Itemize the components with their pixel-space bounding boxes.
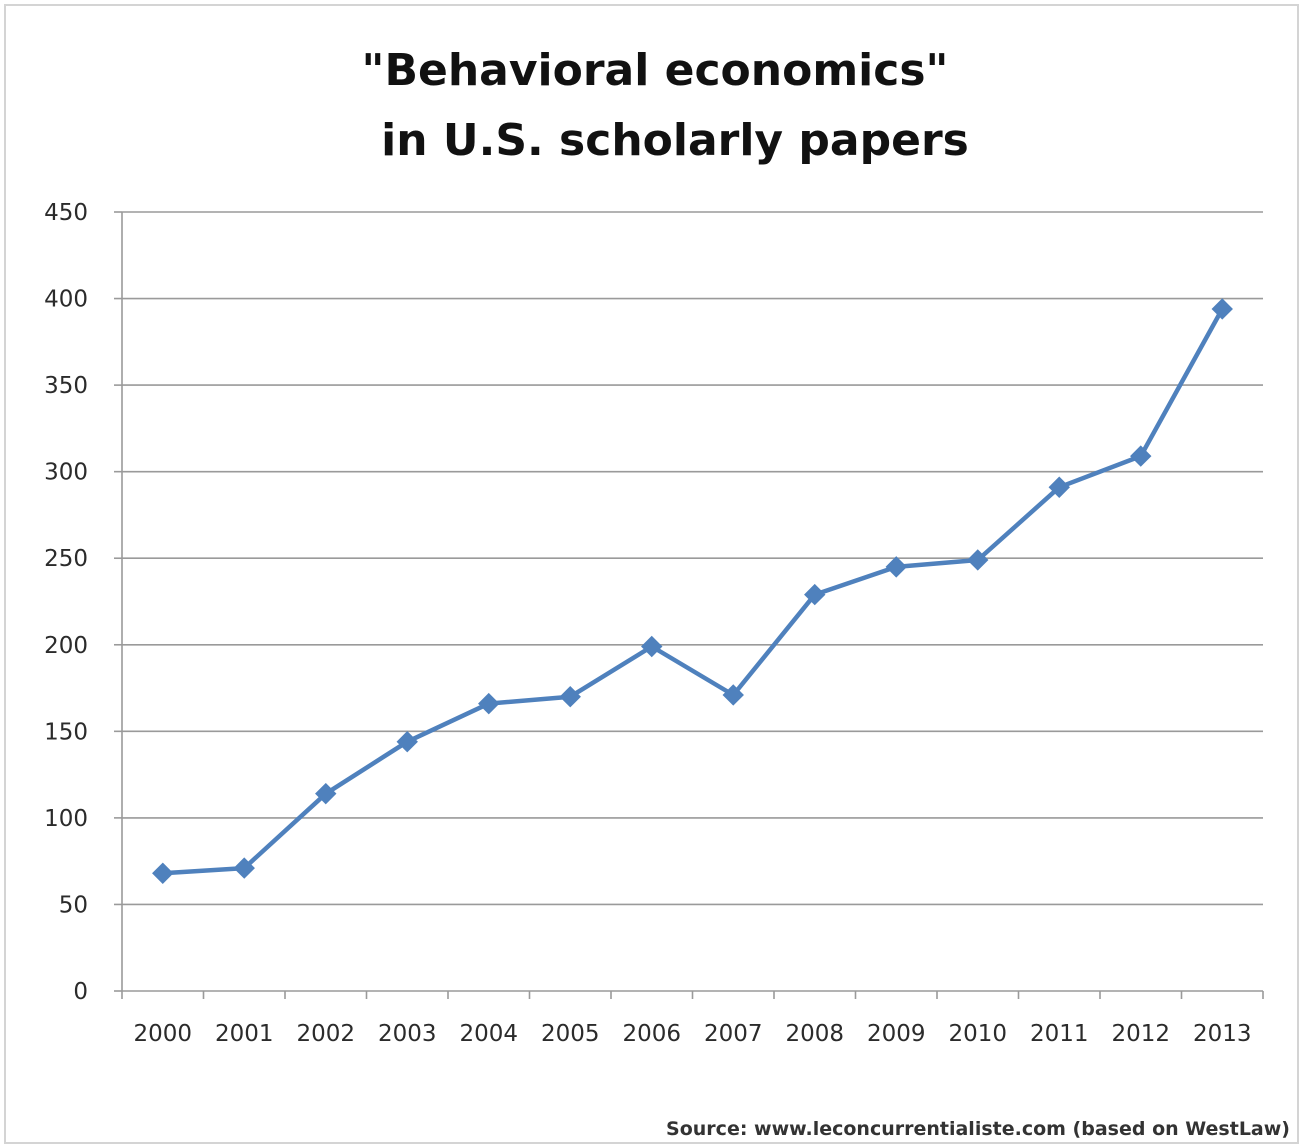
x-tick-label-2001: 2001 [215, 1021, 274, 1047]
x-tick-label-2009: 2009 [867, 1021, 926, 1047]
y-tick-label-250: 250 [44, 546, 88, 572]
series-line [160, 306, 1225, 876]
x-tick-label-2003: 2003 [378, 1021, 437, 1047]
data-point-2006 [641, 635, 663, 658]
data-point-2010 [967, 549, 989, 571]
y-tick-label-200: 200 [44, 633, 88, 659]
data-point-2012 [1130, 445, 1152, 467]
chart-title: "Behavioral economics" [362, 45, 949, 96]
x-tick-label-2000: 2000 [133, 1021, 192, 1047]
y-tick-label-0: 0 [73, 979, 88, 1005]
data-point-2003 [396, 731, 418, 753]
data-point-2002 [315, 782, 337, 805]
data-point-2004 [478, 692, 500, 715]
y-tick-label-450: 450 [44, 200, 88, 226]
x-tick-label-2004: 2004 [459, 1021, 518, 1047]
data-point-2009 [885, 556, 907, 578]
data-point-2007 [722, 684, 744, 706]
data-point-2000 [152, 862, 174, 884]
x-tick-label-2007: 2007 [704, 1021, 763, 1047]
gridlines [122, 211, 1263, 906]
data-point-2001 [233, 857, 255, 879]
x-axis-tick-labels: 2000 2001 2002 2003 2004 2005 2006 2007 2008 2009… [133, 1021, 1251, 1047]
y-tick-label-400: 400 [44, 287, 88, 313]
source-note: Source: www.leconcurrentialiste.com (bas… [666, 1118, 1290, 1140]
series-markers [152, 298, 1233, 884]
x-tick-label-2013: 2013 [1193, 1021, 1252, 1047]
y-axis-tick-labels: 0 50 100 150 200 250 300 350 400 450 [44, 200, 88, 1005]
y-tick-label-150: 150 [44, 719, 88, 745]
y-tick-label-100: 100 [44, 806, 88, 832]
data-point-2005 [559, 686, 581, 708]
x-tick-label-2011: 2011 [1030, 1021, 1089, 1047]
x-tick-label-2005: 2005 [541, 1021, 600, 1047]
x-tick-label-2002: 2002 [296, 1021, 355, 1047]
axes [114, 211, 1264, 999]
series-0-line [160, 306, 1225, 876]
y-tick-label-350: 350 [44, 373, 88, 399]
x-tick-label-2010: 2010 [948, 1021, 1007, 1047]
chart-subtitle: in U.S. scholarly papers [381, 115, 969, 166]
data-point-2008 [804, 583, 826, 606]
y-tick-label-300: 300 [44, 460, 88, 486]
x-tick-label-2012: 2012 [1111, 1021, 1170, 1047]
data-point-2011 [1048, 476, 1070, 498]
x-tick-label-2006: 2006 [622, 1021, 681, 1047]
chart-frame [4, 4, 1299, 1144]
x-tick-label-2008: 2008 [785, 1021, 844, 1047]
data-point-2013 [1211, 298, 1233, 320]
y-tick-label-50: 50 [59, 892, 88, 918]
